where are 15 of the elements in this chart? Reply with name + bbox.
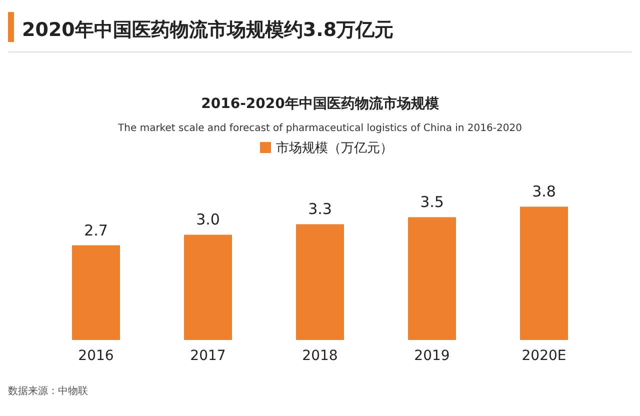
x-tick-label: 2020E bbox=[522, 348, 566, 364]
data-label: 3.8 bbox=[532, 182, 556, 201]
x-tick-label: 2019 bbox=[414, 348, 450, 364]
x-tick-label: 2016 bbox=[78, 348, 114, 364]
annotation: The market scale and forecast of pharmaceutical logistics of China in 2016-2020 bbox=[118, 123, 522, 134]
data-label: 3.0 bbox=[196, 210, 220, 229]
data-label: 3.5 bbox=[420, 193, 444, 212]
title: 2020年中国医药物流市场规模约3.8万亿元 bbox=[22, 19, 394, 41]
x-tick-label: 2018 bbox=[302, 348, 338, 364]
data-label: 2.7 bbox=[84, 221, 108, 240]
legend-label: 市场规模（万亿元） bbox=[276, 141, 393, 156]
subtitle: 2016-2020年中国医药物流市场规模 bbox=[201, 96, 439, 112]
annotation: 数据来源：中物联 bbox=[8, 386, 88, 397]
data-label: 3.3 bbox=[308, 200, 332, 218]
x-tick-label: 2017 bbox=[190, 348, 226, 364]
